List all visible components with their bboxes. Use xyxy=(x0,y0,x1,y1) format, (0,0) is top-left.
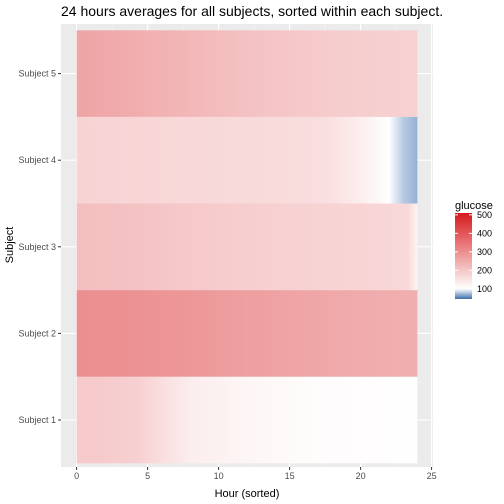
x-tick-label: 0 xyxy=(74,471,79,481)
y-tick-label: Subject 1 xyxy=(18,415,56,425)
legend-tick-label: 300 xyxy=(477,247,492,257)
x-tick-label: 25 xyxy=(427,471,437,481)
legend-tick-label: 100 xyxy=(477,284,492,294)
x-tick-label: 20 xyxy=(356,471,366,481)
x-tick-label: 10 xyxy=(214,471,224,481)
x-axis: 0 5 10 15 20 25 xyxy=(74,467,437,481)
heatmap-band-subject-5 xyxy=(76,30,418,117)
y-tick-label: Subject 3 xyxy=(18,242,56,252)
x-tick-label: 5 xyxy=(145,471,150,481)
y-tick-label: Subject 2 xyxy=(18,328,56,338)
heatmap-band-subject-4 xyxy=(76,116,418,204)
legend-title: glucose xyxy=(455,200,493,212)
heatmap-band-subject-1 xyxy=(76,376,418,464)
heatmap-tiles xyxy=(76,30,418,464)
y-tick-label: Subject 4 xyxy=(18,155,56,165)
heatmap-band-subject-3 xyxy=(76,203,418,291)
y-axis: Subject 1 Subject 2 Subject 3 Subject 4 Subj… xyxy=(18,69,61,425)
legend-tick-label: 500 xyxy=(477,210,492,220)
x-axis-title: Hour (sorted) xyxy=(215,488,280,500)
chart-title: 24 hours averages for all subjects, sort… xyxy=(61,3,443,19)
x-tick-label: 15 xyxy=(285,471,295,481)
legend-tick-label: 400 xyxy=(477,228,492,238)
heatmap-band-subject-2 xyxy=(76,290,418,377)
color-legend: glucose 100 200 300 400 500 xyxy=(455,200,493,299)
y-axis-title: Subject xyxy=(4,227,16,264)
legend-tick-label: 200 xyxy=(477,265,492,275)
y-tick-label: Subject 5 xyxy=(18,69,56,79)
legend-colorbar xyxy=(455,213,472,299)
legend-ticks: 100 200 300 400 500 xyxy=(455,210,492,294)
